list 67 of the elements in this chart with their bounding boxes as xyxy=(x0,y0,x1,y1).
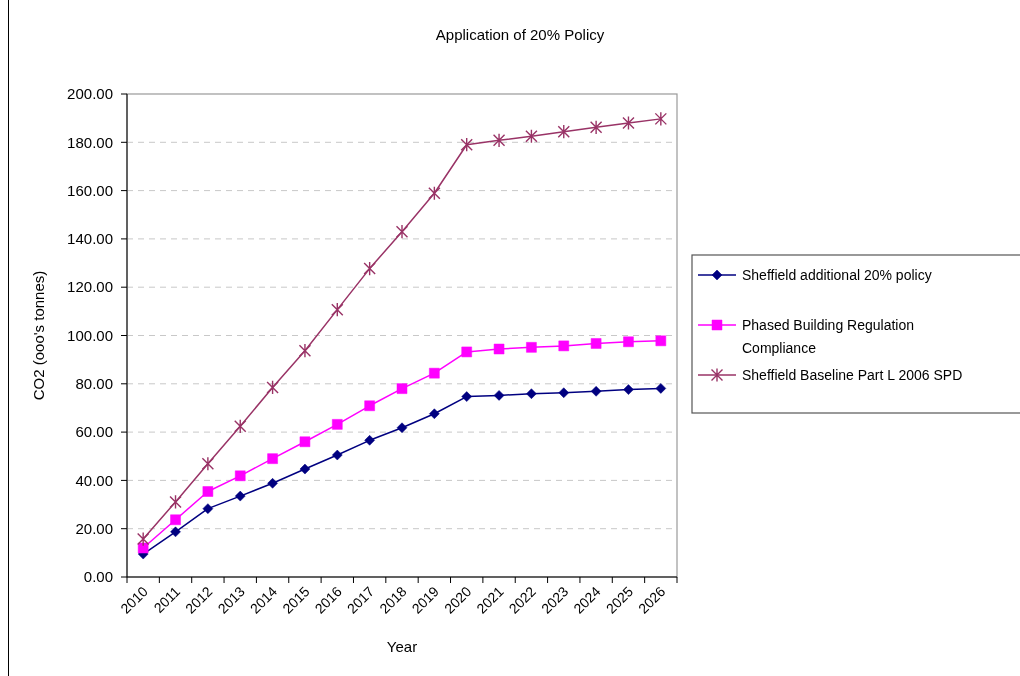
legend-label: Sheffield Baseline Part L 2006 SPD xyxy=(742,366,963,383)
legend-label: Sheffield additional 20% policy xyxy=(742,266,932,283)
point xyxy=(492,133,506,148)
point xyxy=(623,384,634,395)
point xyxy=(428,185,441,201)
point xyxy=(558,340,570,352)
point xyxy=(622,115,635,131)
legend-label: Phased Building Regulation Compliance xyxy=(742,316,915,356)
point xyxy=(589,120,603,135)
y-axis-title: CO2 (ooo's tonnes) xyxy=(30,270,47,401)
point xyxy=(202,486,214,497)
point xyxy=(460,137,473,153)
point xyxy=(526,388,537,399)
y-tick-label: 0.00 xyxy=(83,568,113,586)
y-tick-label: 180.00 xyxy=(67,133,113,151)
point xyxy=(332,419,343,430)
point xyxy=(299,463,311,475)
point xyxy=(396,422,408,433)
point xyxy=(170,526,181,538)
point xyxy=(364,435,375,446)
point xyxy=(331,302,344,317)
y-tick-label: 100.00 xyxy=(67,326,113,344)
point xyxy=(299,436,311,448)
point xyxy=(234,490,246,502)
point xyxy=(267,453,278,464)
point xyxy=(429,367,440,379)
y-tick-label: 60.00 xyxy=(75,423,113,441)
point xyxy=(654,111,668,127)
point xyxy=(526,342,537,353)
point xyxy=(298,343,312,359)
point xyxy=(364,400,375,412)
point xyxy=(266,380,279,395)
y-tick-label: 40.00 xyxy=(75,471,113,489)
point xyxy=(169,494,182,510)
point xyxy=(558,387,570,398)
point xyxy=(267,478,278,489)
point xyxy=(363,261,376,276)
point xyxy=(493,343,505,355)
x-axis-title: Year xyxy=(386,638,418,655)
point xyxy=(461,391,472,402)
point xyxy=(429,408,440,419)
point xyxy=(461,346,472,358)
point xyxy=(590,386,602,397)
point xyxy=(137,542,149,554)
y-tick-label: 140.00 xyxy=(67,230,113,248)
point xyxy=(493,390,505,401)
point xyxy=(396,383,408,394)
point xyxy=(623,336,634,348)
y-tick-label: 80.00 xyxy=(75,375,113,393)
y-tick-label: 160.00 xyxy=(67,181,113,199)
point xyxy=(201,456,215,472)
point xyxy=(655,383,667,394)
y-tick-label: 200.00 xyxy=(67,85,113,103)
point xyxy=(234,470,246,482)
point xyxy=(525,128,538,144)
point xyxy=(136,531,150,547)
point xyxy=(395,224,409,239)
y-tick-label: 20.00 xyxy=(75,519,113,537)
point xyxy=(202,503,214,514)
y-tick-label: 120.00 xyxy=(67,278,113,296)
point xyxy=(557,124,570,139)
point xyxy=(655,335,667,347)
point xyxy=(332,449,343,461)
point xyxy=(170,514,181,526)
point xyxy=(590,338,602,349)
chart-title: Application of 20% Policy xyxy=(435,26,605,43)
point xyxy=(234,419,247,434)
